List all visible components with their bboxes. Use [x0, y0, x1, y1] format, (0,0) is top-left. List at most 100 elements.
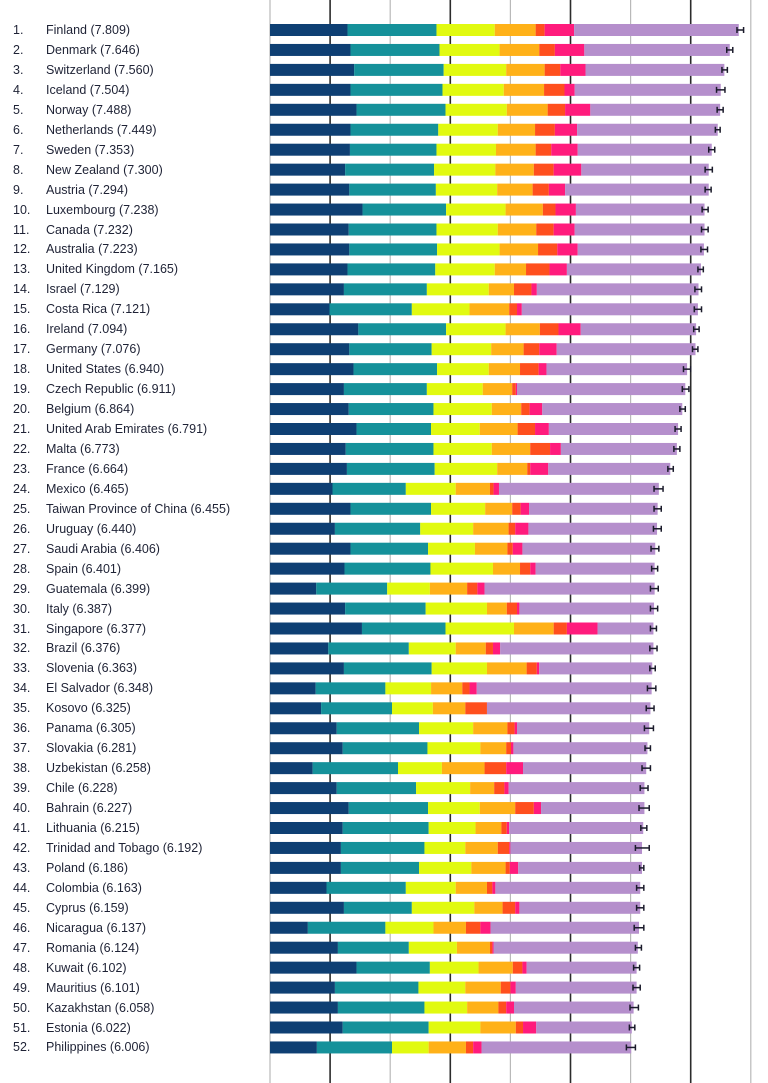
- bar-segment-7: [536, 1021, 632, 1034]
- bar-segment-2: [349, 183, 436, 196]
- error-bar: [693, 306, 703, 313]
- bar-segment-2: [346, 462, 435, 475]
- bar-segment-7: [542, 403, 683, 416]
- rank-number: 23.: [13, 461, 31, 476]
- bar-row: [270, 103, 724, 116]
- bar-segment-5: [520, 562, 531, 575]
- bar-segment-5: [497, 841, 510, 854]
- bar-segment-4: [485, 502, 513, 515]
- bar-segment-6: [533, 802, 542, 815]
- country-name-score: Costa Rica (7.121): [46, 302, 151, 317]
- country-name-score: Brazil (6.376): [46, 641, 121, 656]
- bar-segment-2: [358, 323, 447, 336]
- bar-segment-7: [508, 782, 645, 795]
- bar-segment-3: [424, 1001, 468, 1014]
- error-bar: [634, 944, 643, 951]
- bar-segment-3: [427, 742, 481, 755]
- bar-segment-1: [270, 921, 308, 934]
- error-bar: [673, 445, 681, 452]
- country-name-score: United States (6.940): [46, 362, 165, 377]
- rank-number: 32.: [13, 641, 31, 656]
- bar-segment-4: [455, 642, 486, 655]
- bar-segment-4: [478, 961, 513, 974]
- bar-segment-6: [564, 83, 575, 96]
- bar-segment-4: [475, 822, 502, 834]
- bar-segment-2: [332, 482, 406, 495]
- bar-segment-6: [509, 861, 519, 874]
- error-bar: [726, 46, 734, 53]
- bar-segment-4: [499, 243, 539, 256]
- bar-segment-5: [535, 123, 555, 136]
- bar-segment-4: [503, 83, 545, 96]
- bar-segment-4: [455, 881, 487, 894]
- bar-segment-6: [539, 343, 557, 356]
- bar-segment-1: [270, 881, 327, 894]
- bar-segment-5: [535, 24, 545, 36]
- bar-segment-7: [574, 83, 721, 96]
- bar-segment-7: [484, 582, 655, 595]
- bar-segment-2: [334, 981, 419, 994]
- bar-segment-4: [488, 283, 515, 296]
- bar-segment-1: [270, 403, 349, 416]
- bar-row: [270, 861, 645, 874]
- bar-segment-7: [584, 43, 730, 56]
- bar-segment-3: [445, 622, 515, 635]
- bar-row: [270, 343, 699, 356]
- bar-segment-1: [270, 981, 335, 994]
- bar-segment-5: [535, 143, 552, 156]
- country-name-score: Italy (6.387): [46, 601, 113, 616]
- rank-number: 41.: [13, 821, 31, 835]
- bar-segment-1: [270, 1021, 343, 1034]
- bar-segment-6: [536, 662, 540, 675]
- bar-segment-2: [349, 343, 432, 356]
- bar-segment-7: [509, 822, 644, 834]
- bar-segment-4: [480, 1021, 516, 1034]
- bar-segment-4: [486, 662, 527, 675]
- bar-row: [270, 822, 648, 834]
- country-name-score: El Salvador (6.348): [46, 681, 154, 696]
- error-bar: [635, 884, 645, 891]
- country-name-score: Kazakhstan (6.058): [46, 1000, 155, 1015]
- bar-row: [270, 522, 663, 535]
- bar-segment-2: [349, 143, 437, 156]
- bar-row: [270, 961, 641, 974]
- bar-row: [270, 802, 650, 815]
- country-name-score: Slovenia (6.363): [46, 661, 138, 676]
- bar-segment-2: [348, 223, 437, 236]
- bar-segment-4: [441, 762, 485, 775]
- bar-segment-4: [494, 263, 527, 276]
- bar-segment-5: [498, 1001, 507, 1014]
- bar-segment-1: [270, 961, 357, 974]
- bar-segment-3: [392, 702, 433, 715]
- bar-segment-7: [486, 702, 651, 715]
- bar-row: [270, 303, 703, 316]
- bar-segment-4: [514, 622, 554, 635]
- bar-segment-4: [505, 323, 540, 336]
- bar-segment-6: [555, 203, 576, 216]
- country-name-score: Mauritius (6.101): [46, 980, 140, 995]
- bar-segment-3: [392, 1041, 429, 1054]
- bar-segment-2: [356, 961, 430, 974]
- bar-segment-7: [548, 462, 671, 475]
- bar-segment-3: [408, 941, 457, 954]
- error-bar: [634, 844, 650, 851]
- bar-row: [270, 582, 659, 595]
- rank-number: 37.: [13, 741, 31, 756]
- bar-segment-6: [557, 243, 578, 256]
- bar-row: [270, 123, 721, 136]
- bar-segment-6: [492, 881, 496, 894]
- bar-segment-6: [517, 303, 522, 316]
- rank-number: 45.: [13, 900, 31, 915]
- error-bar: [644, 745, 652, 752]
- bar-segment-5: [544, 83, 565, 96]
- error-bar: [681, 386, 690, 393]
- rank-number: 4.: [13, 82, 24, 97]
- error-bar: [649, 645, 658, 652]
- error-bar: [635, 904, 645, 911]
- bar-row: [270, 921, 645, 934]
- error-bar: [679, 406, 687, 413]
- bar-segment-4: [470, 782, 495, 795]
- bar-segment-4: [431, 682, 463, 695]
- bar-segment-2: [354, 63, 444, 76]
